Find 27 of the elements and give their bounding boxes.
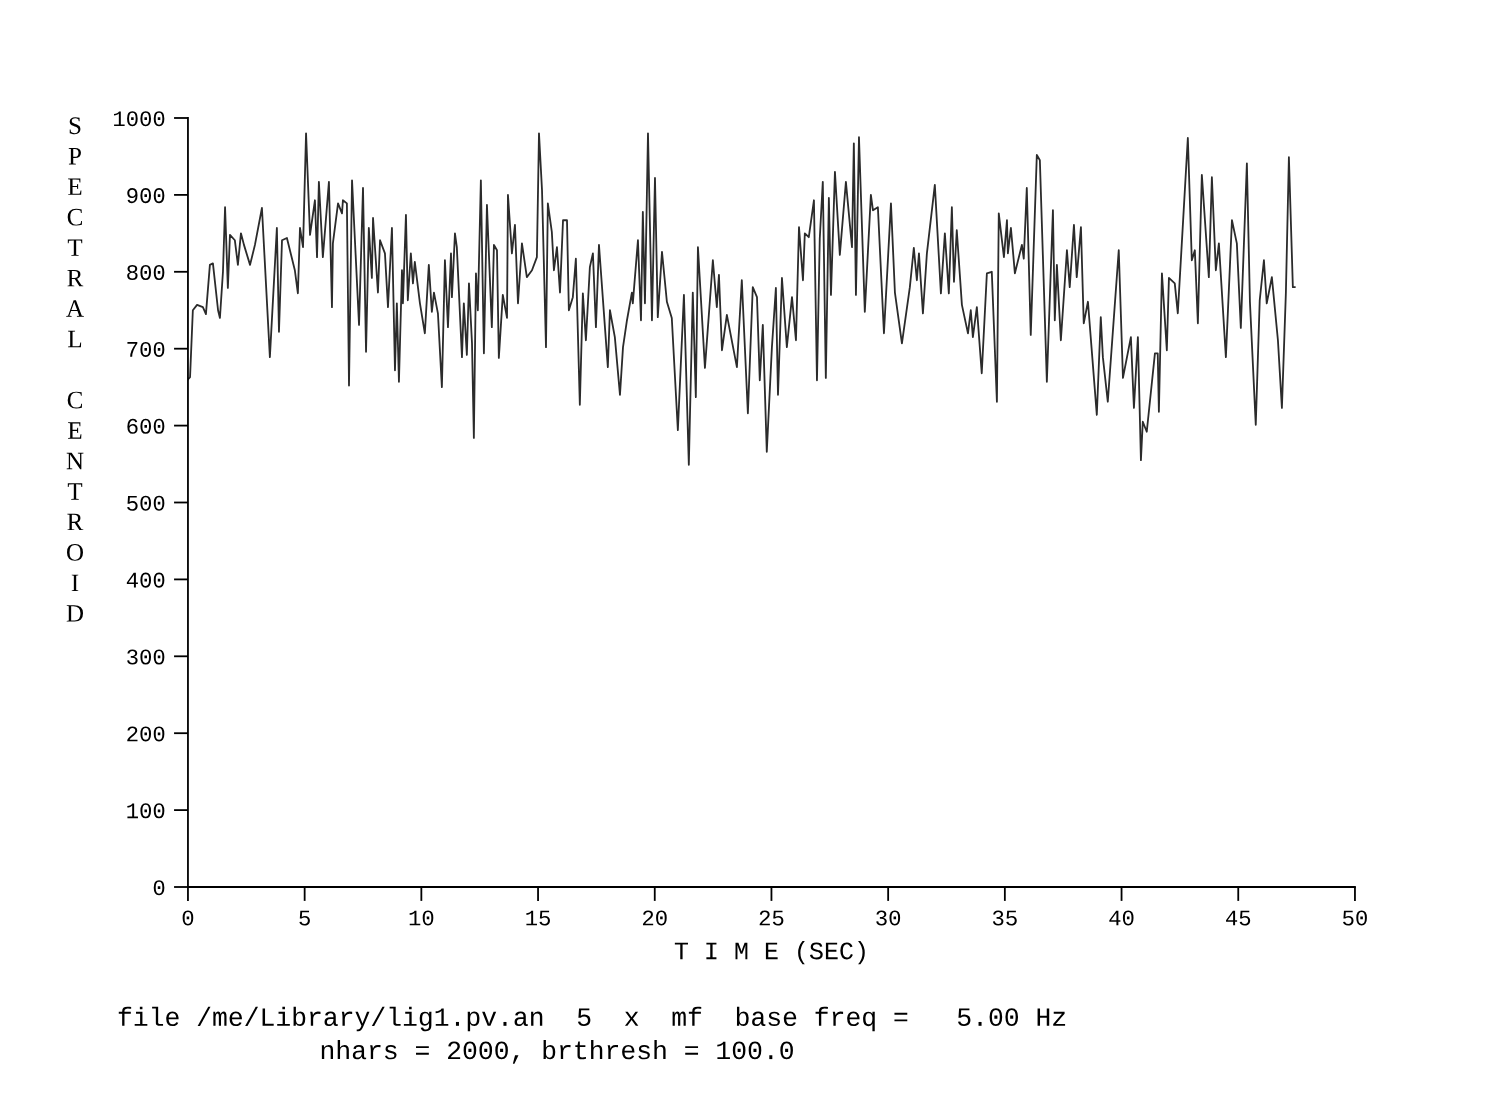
y-tick-label: 800 bbox=[127, 264, 165, 281]
line-series bbox=[187, 132, 1296, 466]
x-axis-title: T I M E (SEC) bbox=[674, 941, 865, 965]
text: SPECTRAL CENTROID bbox=[66, 117, 84, 622]
x-tick-label: 10 bbox=[409, 910, 434, 926]
x-tick-label: 20 bbox=[642, 910, 667, 926]
x-tick-label: 45 bbox=[1226, 910, 1251, 926]
text: nhars = 2000, brthresh = 100.0 bbox=[321, 1039, 793, 1064]
y-tick-label: 400 bbox=[126, 572, 165, 588]
text: file /me/Library/lig1.pv.an 5 x mf base freq = 5.00 Hz bbox=[118, 1006, 1066, 1032]
y-tick-label: 600 bbox=[127, 418, 165, 434]
x-tick-label: 30 bbox=[876, 910, 901, 926]
y-tick-label: 1000 bbox=[113, 111, 165, 127]
y-tick-label: 0 bbox=[153, 880, 165, 896]
x-tick-label: 0 bbox=[182, 910, 194, 926]
y-tick-label: 500 bbox=[127, 495, 165, 511]
x-tick-label: 15 bbox=[526, 910, 550, 926]
y-tick-label: 100 bbox=[127, 803, 165, 819]
y-tick-label: 200 bbox=[127, 726, 165, 742]
x-tick-label: 35 bbox=[992, 910, 1017, 926]
y-tick-label: 300 bbox=[127, 649, 165, 665]
y-tick-label: 900 bbox=[127, 188, 165, 204]
x-tick-label: 50 bbox=[1343, 910, 1367, 926]
x-tick-label: 25 bbox=[759, 910, 784, 926]
x-tick-label: 40 bbox=[1109, 910, 1134, 926]
y-tick-label: 700 bbox=[127, 341, 165, 357]
x-tick-label: 5 bbox=[299, 910, 310, 926]
